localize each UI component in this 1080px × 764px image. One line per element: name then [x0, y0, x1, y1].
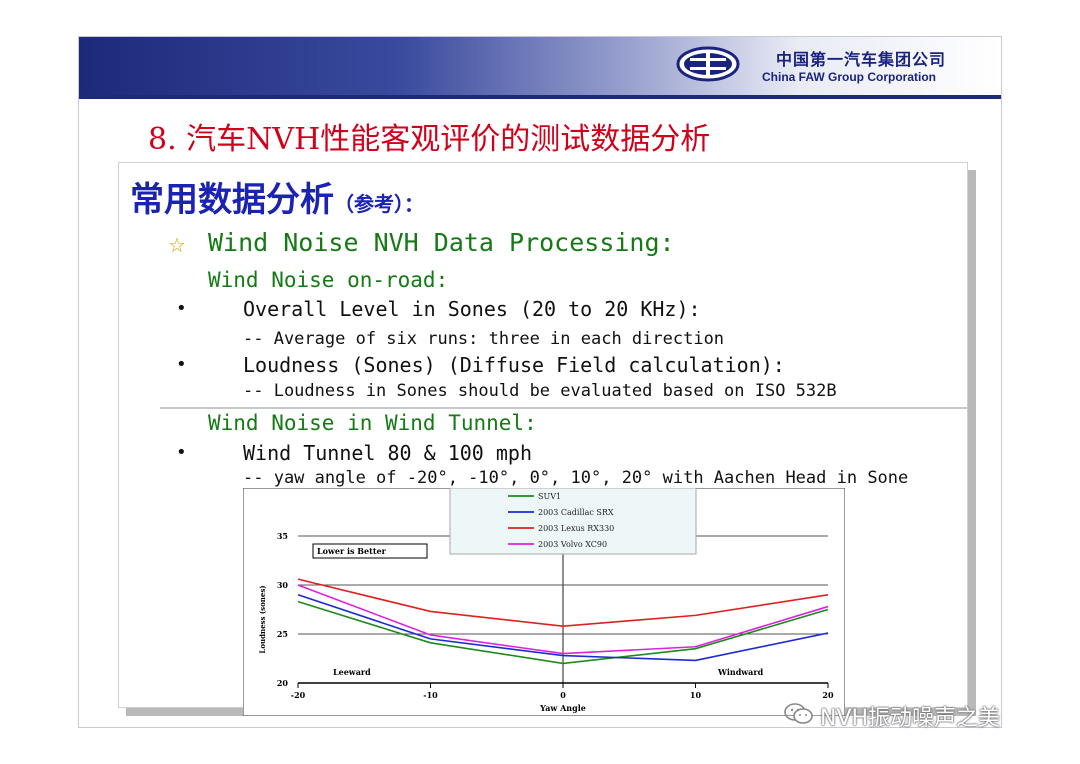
loudness-chart: -20 -10 0 10 20 20 25 30 35 Yaw Angle Loudness (so… — [243, 488, 845, 716]
annotation-leeward: Leeward — [333, 667, 371, 677]
company-name-cn: 中国第一汽车集团公司 — [776, 50, 947, 69]
annotation-lower-is-better: Lower is Better — [317, 546, 387, 556]
watermark-text: NVH振动噪声之美 — [780, 700, 1000, 732]
x-tick-label: -20 — [291, 690, 306, 700]
x-tick-label: -10 — [423, 690, 438, 700]
x-tick-label: 20 — [822, 690, 834, 700]
faw-logo-icon — [676, 46, 740, 82]
tunnel-heading: Wind Noise in Wind Tunnel: — [208, 411, 537, 435]
watermark-label: NVH振动噪声之美 — [820, 706, 1001, 731]
slide-frame — [78, 36, 1002, 728]
section-note: （参考）： — [334, 192, 424, 216]
annotation-box — [312, 543, 428, 559]
company-name-en: China FAW Group Corporation — [762, 70, 936, 84]
annotation-windward: Windward — [717, 667, 764, 677]
header-band — [79, 37, 1001, 95]
legend-label-1: 2003 Cadillac SRX — [538, 508, 614, 517]
x-tick-label: 0 — [560, 690, 566, 700]
section-heading: 常用数据分析（参考）： — [130, 172, 424, 221]
star-icon: ☆ — [168, 233, 186, 257]
tunnel-item-1-sub: -- yaw angle of -20°, -10°, 0°, 10°, 20°… — [243, 468, 909, 488]
bullet-onroad-2: • — [176, 354, 187, 375]
bullet-tunnel-1: • — [176, 442, 187, 463]
section-divider — [160, 407, 968, 409]
slide-title: 8. 汽车NVH性能客观评价的测试数据分析 — [148, 122, 711, 157]
legend-label-0: SUV1 — [538, 492, 561, 501]
x-axis-label: Yaw Angle — [539, 703, 586, 713]
y-tick-label: 30 — [277, 580, 289, 590]
onroad-item-1: Overall Level in Sones (20 to 20 KHz): — [243, 297, 701, 321]
onroad-heading: Wind Noise on-road: — [208, 268, 449, 292]
series-line-0 — [297, 600, 829, 665]
y-tick-label: 20 — [277, 678, 289, 688]
onroad-item-2: Loudness (Sones) (Diffuse Field calculat… — [243, 353, 785, 377]
series-line-3 — [297, 584, 829, 655]
section-heading-text: 常用数据分析 — [130, 180, 334, 220]
x-tick-label: 10 — [690, 690, 702, 700]
main-heading: Wind Noise NVH Data Processing: — [208, 228, 675, 257]
bullet-onroad-1: • — [176, 298, 187, 319]
y-axis-label: Loudness (sones) — [258, 585, 267, 653]
onroad-item-1-sub: -- Average of six runs: three in each di… — [243, 329, 725, 349]
header-rule — [79, 95, 1001, 99]
tunnel-item-1: Wind Tunnel 80 & 100 mph — [243, 441, 532, 465]
y-tick-label: 25 — [277, 629, 288, 639]
onroad-item-2-sub: -- Loudness in Sones should be evaluated… — [243, 381, 837, 401]
legend-box — [449, 488, 697, 555]
legend-label-3: 2003 Volvo XC90 — [538, 540, 607, 549]
series-line-1 — [297, 594, 829, 662]
wechat-icon — [784, 703, 813, 724]
series-line-2 — [297, 578, 829, 627]
legend-label-2: 2003 Lexus RX330 — [538, 524, 614, 533]
y-tick-label: 35 — [277, 531, 288, 541]
